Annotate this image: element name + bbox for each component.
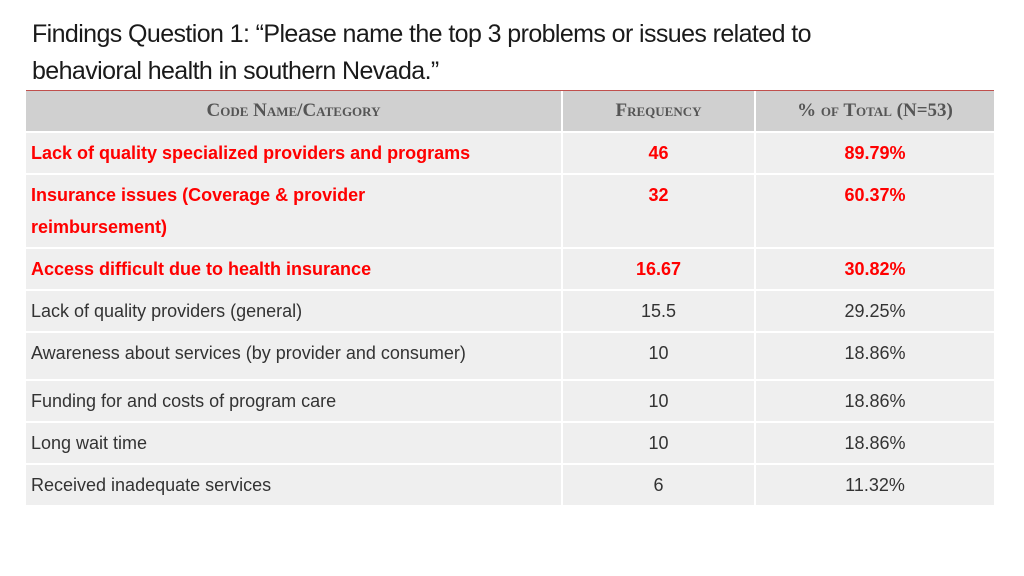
slide-title-line-1: Findings Question 1: “Please name the to… xyxy=(32,20,811,48)
table-row: Funding for and costs of program care 10… xyxy=(26,380,994,423)
category-cell: Lack of quality specialized providers an… xyxy=(26,132,563,175)
category-cell: Insurance issues (Coverage & provider re… xyxy=(26,174,563,249)
frequency-cell: 32 xyxy=(562,174,756,249)
header-code-name-category: Code Name/Category xyxy=(26,91,563,133)
percent-cell: 11.32% xyxy=(755,464,994,507)
category-cell: Lack of quality providers (general) xyxy=(26,290,563,333)
percent-cell: 18.86% xyxy=(755,332,994,381)
category-cell: Funding for and costs of program care xyxy=(26,380,563,423)
frequency-cell: 10 xyxy=(562,380,756,423)
findings-table: Code Name/Category Frequency % of Total … xyxy=(26,91,994,507)
table-row: Lack of quality providers (general) 15.5… xyxy=(26,290,994,333)
table-row: Lack of quality specialized providers an… xyxy=(26,132,994,175)
slide-title: Findings Question 1: “Please name the to… xyxy=(32,16,992,90)
header-percent-of-total: % of Total (N=53) xyxy=(755,91,994,133)
table-row: Insurance issues (Coverage & provider re… xyxy=(26,174,994,249)
percent-cell: 18.86% xyxy=(755,380,994,423)
frequency-cell: 46 xyxy=(562,132,756,175)
frequency-cell: 6 xyxy=(562,464,756,507)
table-header-row: Code Name/Category Frequency % of Total … xyxy=(26,91,994,133)
frequency-cell: 16.67 xyxy=(562,248,756,291)
frequency-cell: 10 xyxy=(562,332,756,381)
percent-cell: 60.37% xyxy=(755,174,994,249)
percent-cell: 29.25% xyxy=(755,290,994,333)
table-row: Long wait time 10 18.86% xyxy=(26,422,994,465)
slide-title-line-2: behavioral health in southern Nevada.” xyxy=(32,57,439,85)
frequency-cell: 10 xyxy=(562,422,756,465)
table-row: Access difficult due to health insurance… xyxy=(26,248,994,291)
category-cell: Received inadequate services xyxy=(26,464,563,507)
category-cell: Access difficult due to health insurance xyxy=(26,248,563,291)
category-cell: Long wait time xyxy=(26,422,563,465)
frequency-cell: 15.5 xyxy=(562,290,756,333)
percent-cell: 18.86% xyxy=(755,422,994,465)
header-frequency: Frequency xyxy=(562,91,756,133)
table-row: Received inadequate services 6 11.32% xyxy=(26,464,994,507)
percent-cell: 89.79% xyxy=(755,132,994,175)
category-cell: Awareness about services (by provider an… xyxy=(26,332,563,381)
title-divider xyxy=(26,90,994,91)
percent-cell: 30.82% xyxy=(755,248,994,291)
table-row: Awareness about services (by provider an… xyxy=(26,332,994,381)
